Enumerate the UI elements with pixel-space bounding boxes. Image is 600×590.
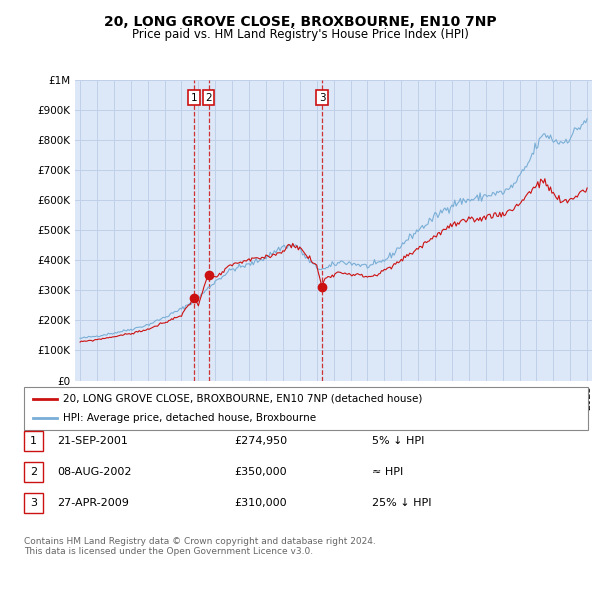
- Text: 21-SEP-2001: 21-SEP-2001: [57, 437, 128, 446]
- Text: 20, LONG GROVE CLOSE, BROXBOURNE, EN10 7NP: 20, LONG GROVE CLOSE, BROXBOURNE, EN10 7…: [104, 15, 496, 30]
- Text: £350,000: £350,000: [234, 467, 287, 477]
- Text: Price paid vs. HM Land Registry's House Price Index (HPI): Price paid vs. HM Land Registry's House …: [131, 28, 469, 41]
- Text: 27-APR-2009: 27-APR-2009: [57, 498, 129, 507]
- Text: Contains HM Land Registry data © Crown copyright and database right 2024.
This d: Contains HM Land Registry data © Crown c…: [24, 537, 376, 556]
- Text: 3: 3: [30, 498, 37, 507]
- Text: 1: 1: [30, 437, 37, 446]
- Text: 20, LONG GROVE CLOSE, BROXBOURNE, EN10 7NP (detached house): 20, LONG GROVE CLOSE, BROXBOURNE, EN10 7…: [63, 394, 422, 404]
- Text: 2: 2: [30, 467, 37, 477]
- Text: 3: 3: [319, 93, 325, 103]
- Text: 08-AUG-2002: 08-AUG-2002: [57, 467, 131, 477]
- Text: ≈ HPI: ≈ HPI: [372, 467, 403, 477]
- Text: 2: 2: [205, 93, 212, 103]
- Text: £274,950: £274,950: [234, 437, 287, 446]
- Text: 25% ↓ HPI: 25% ↓ HPI: [372, 498, 431, 507]
- Text: 5% ↓ HPI: 5% ↓ HPI: [372, 437, 424, 446]
- Text: 1: 1: [190, 93, 197, 103]
- Text: HPI: Average price, detached house, Broxbourne: HPI: Average price, detached house, Brox…: [63, 412, 316, 422]
- Text: £310,000: £310,000: [234, 498, 287, 507]
